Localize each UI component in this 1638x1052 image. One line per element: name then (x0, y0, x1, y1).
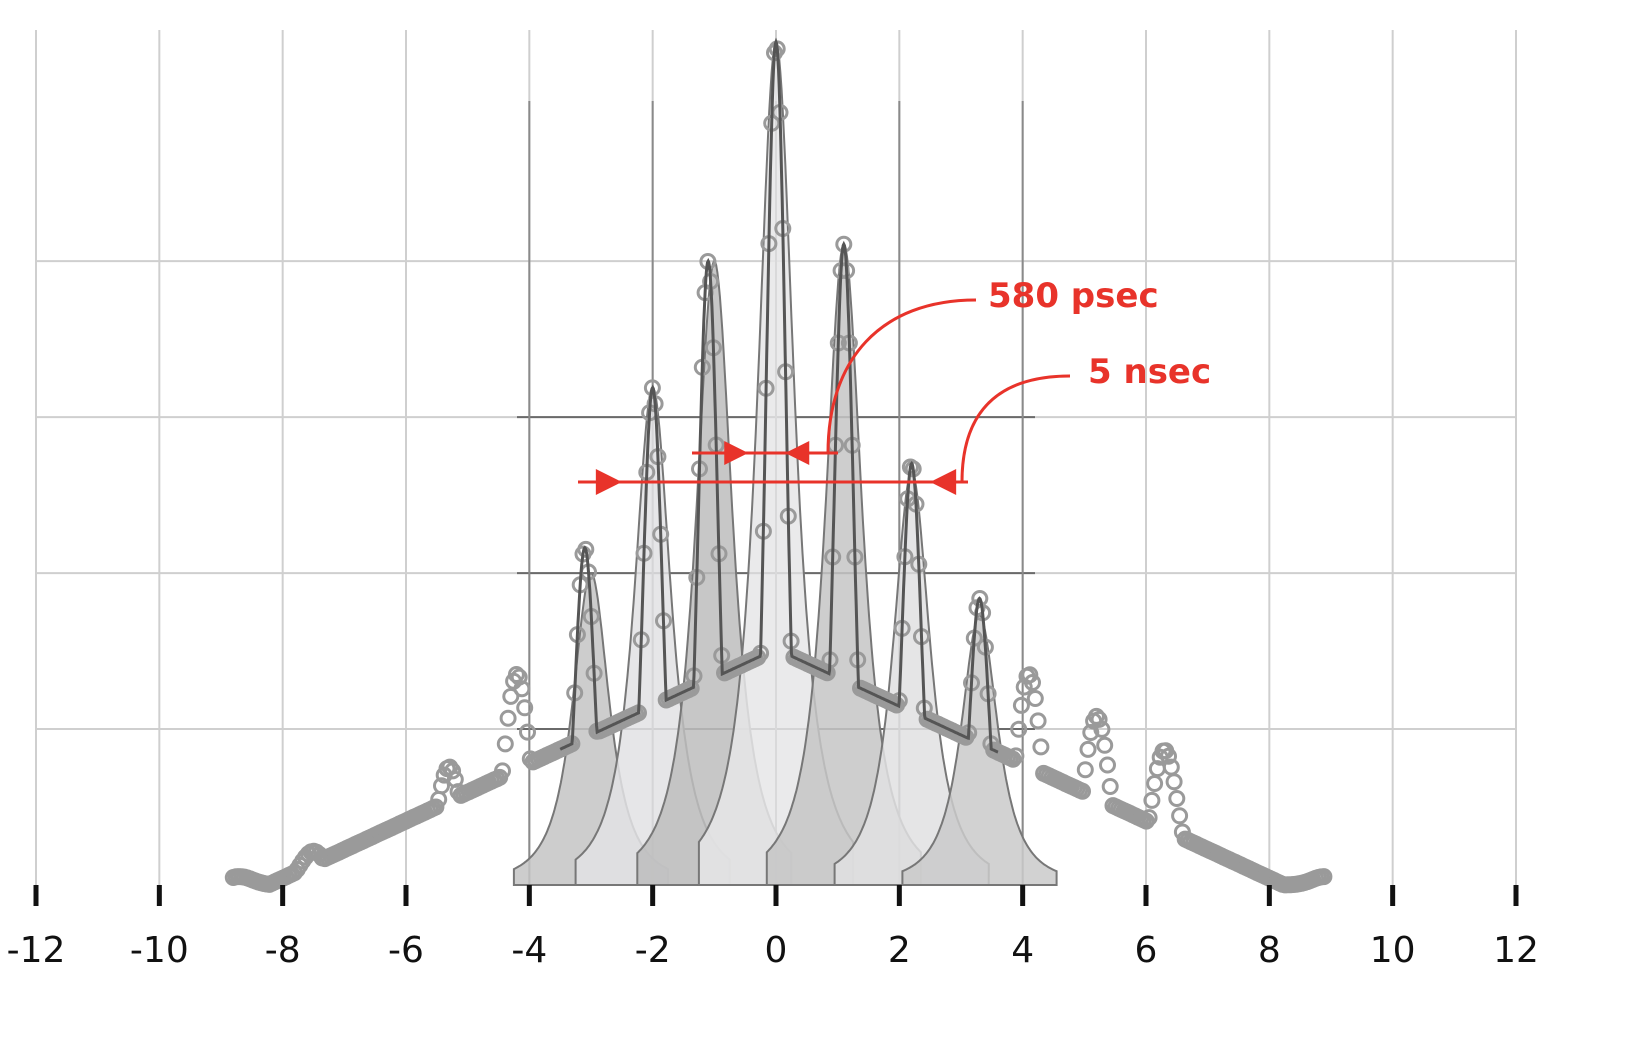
data-point (1146, 775, 1164, 792)
x-tick-label: 10 (1370, 930, 1416, 971)
data-point (516, 699, 534, 717)
data-point (1165, 773, 1183, 791)
data-point (1160, 747, 1177, 765)
data-point (1079, 740, 1097, 758)
data-point (1024, 674, 1041, 691)
data-point (1032, 738, 1050, 756)
data-point (1026, 690, 1044, 707)
data-point (1096, 736, 1114, 754)
x-tick-label: 8 (1258, 930, 1281, 971)
x-tick-label: -6 (388, 930, 424, 971)
x-tick-label: 12 (1493, 930, 1539, 971)
x-tick-label: -12 (7, 930, 66, 971)
data-point (499, 709, 517, 727)
leader-5nsec (960, 374, 1071, 483)
leader-580psec (826, 298, 977, 454)
data-point (1143, 791, 1161, 809)
x-axis: -12 -10 -8 -6 -4 -2 0 2 4 6 8 10 12 (7, 885, 1539, 971)
x-tick-label: 0 (765, 930, 788, 971)
arrow-head-580psec-left (724, 441, 749, 465)
data-point (513, 680, 531, 698)
data-point (1074, 782, 1091, 800)
data-point (1021, 666, 1039, 684)
data-point (1171, 807, 1189, 825)
data-point (444, 762, 462, 780)
data-point (502, 687, 520, 705)
fit-envelope-line (559, 37, 999, 754)
component-peaks (512, 41, 1058, 886)
data-point (507, 666, 525, 683)
data-point (1007, 747, 1025, 765)
data-point (433, 777, 450, 795)
arrow-head-5nsec-right (930, 469, 957, 495)
data-points (224, 40, 1333, 894)
data-point (1093, 720, 1111, 738)
x-tick-label: -4 (511, 930, 547, 971)
x-tick-label: -8 (265, 930, 301, 971)
data-point (1004, 750, 1022, 768)
data-point (1140, 809, 1158, 827)
x-tick-label: -2 (635, 930, 671, 971)
data-point (1012, 696, 1030, 714)
annotations: 5 nsec 580 psec (578, 276, 1211, 495)
x-tick-label: 4 (1011, 930, 1034, 971)
data-point (1029, 712, 1047, 730)
data-point (1010, 720, 1028, 738)
arrow-head-580psec-right (785, 441, 810, 465)
data-point (494, 762, 511, 780)
label-5nsec: 5 nsec (1088, 352, 1211, 392)
data-point (427, 798, 445, 816)
data-point (1315, 868, 1333, 886)
data-point (1168, 790, 1186, 807)
data-point (1082, 724, 1100, 741)
label-580psec: 580 psec (988, 276, 1159, 316)
x-tick-label: -10 (130, 930, 189, 971)
x-tick-label: 6 (1135, 930, 1158, 971)
data-point (1137, 812, 1155, 830)
component-peak (901, 614, 1058, 886)
data-point (1090, 710, 1108, 728)
data-point (519, 723, 536, 741)
data-point (510, 668, 528, 686)
data-point (1101, 778, 1119, 795)
arrow-head-5nsec-left (595, 469, 622, 495)
data-point (1076, 761, 1094, 779)
x-tick-label: 2 (888, 930, 911, 971)
data-point (496, 735, 514, 753)
data-point (1099, 756, 1116, 774)
